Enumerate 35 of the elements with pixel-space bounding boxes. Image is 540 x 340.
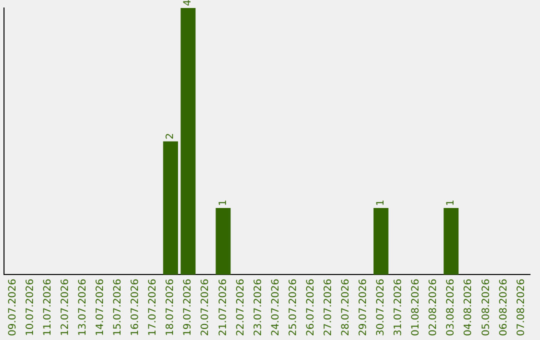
x-tick-label: 26.07.2026	[305, 278, 316, 336]
x-tick-label: 31.07.2026	[393, 278, 404, 336]
x-tick-label: 18.07.2026	[165, 278, 176, 336]
data-label: 4	[182, 0, 194, 6]
data-label: 1	[446, 200, 457, 206]
x-tick-label: 29.07.2026	[358, 278, 370, 336]
x-tick-label: 22.07.2026	[235, 278, 246, 336]
x-tick-label: 16.07.2026	[130, 278, 142, 336]
x-tick-label: 07.08.2026	[516, 278, 527, 336]
x-tick-label: 19.07.2026	[182, 278, 194, 336]
x-tick-label: 27.07.2026	[322, 278, 334, 336]
x-tick-label: 03.08.2026	[446, 278, 457, 336]
x-tick-label: 04.08.2026	[463, 278, 474, 336]
x-tick-label: 09.07.2026	[7, 278, 18, 336]
data-label: 1	[376, 200, 387, 206]
x-tick-label: 05.08.2026	[480, 278, 492, 336]
data-label: 1	[218, 200, 229, 206]
x-tick-label: 20.07.2026	[200, 278, 212, 336]
data-label: 2	[165, 132, 176, 140]
x-tick-label: 01.08.2026	[410, 278, 422, 336]
x-tick-label: 17.07.2026	[148, 278, 159, 336]
x-tick-label: 13.07.2026	[77, 278, 88, 336]
x-tick-label: 30.07.2026	[376, 278, 387, 336]
x-tick-label: 10.07.2026	[24, 278, 36, 336]
x-tick-label: 14.07.2026	[95, 278, 106, 336]
x-tick-label: 15.07.2026	[112, 278, 124, 336]
x-tick-label: 12.07.2026	[60, 278, 71, 336]
x-tick-label: 21.07.2026	[218, 278, 229, 336]
x-tick-label: 23.07.2026	[252, 278, 264, 336]
x-tick-label: 02.08.2026	[428, 278, 440, 336]
x-tick-label: 25.07.2026	[288, 278, 299, 336]
x-tick-label: 11.07.2026	[42, 278, 54, 336]
x-tick-label: 06.08.2026	[498, 278, 510, 336]
x-tick-label: 24.07.2026	[270, 278, 282, 336]
x-tick-label: 28.07.2026	[340, 278, 352, 336]
